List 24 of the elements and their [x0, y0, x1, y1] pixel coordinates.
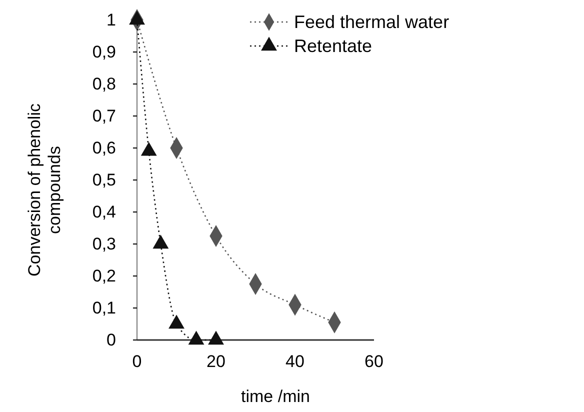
y-tick-label: 0,7 [92, 106, 116, 126]
y-tick-label: 0 [106, 330, 116, 350]
y-tick-label: 0,4 [92, 202, 116, 222]
y-tick-label: 0,1 [92, 298, 116, 318]
x-tick-label: 40 [286, 352, 304, 371]
point [140, 142, 157, 156]
y-tick-label: 0,3 [92, 234, 116, 254]
point [152, 234, 169, 249]
y-tick-label: 0,8 [92, 74, 116, 94]
x-tick-label: 20 [206, 352, 226, 371]
y-axis-title: Conversion of phenolic compounds [25, 103, 64, 276]
x-axis-title: time /min [241, 387, 310, 406]
x-tick-label: 60 [364, 352, 384, 371]
y-tick-label: 0,5 [92, 170, 116, 190]
point [208, 330, 224, 345]
y-tick-label: 1 [106, 10, 116, 30]
legend-label: Retentate [294, 36, 372, 56]
y-tick-label: 0,2 [92, 266, 116, 286]
y-tick-label: 0,9 [92, 42, 116, 62]
point [168, 314, 184, 329]
y-tick-label: 0,6 [92, 138, 116, 158]
point [188, 330, 204, 345]
x-tick-label: 0 [132, 352, 142, 371]
legend-label: Feed thermal water [294, 12, 450, 32]
